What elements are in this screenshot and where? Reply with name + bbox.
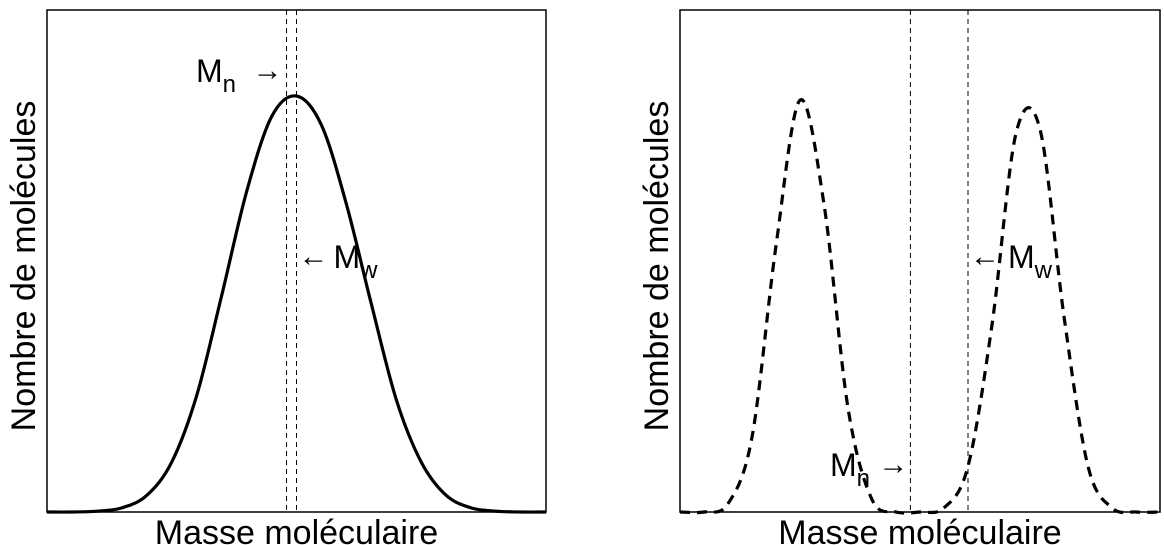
x-axis-label: Masse moléculaire xyxy=(778,514,1061,545)
x-axis-label: Masse moléculaire xyxy=(155,514,438,545)
mw-label: Mw xyxy=(1008,239,1053,284)
mn-label: Mn xyxy=(196,53,236,98)
chart-panel-2: Masse moléculaire Nombre de molécules Mn → M… xyxy=(638,9,1161,545)
y-axis-label: Nombre de molécules xyxy=(5,101,43,432)
mn-label: Mn xyxy=(830,447,870,492)
mw-label: Mw xyxy=(334,239,379,284)
mn-arrow: → xyxy=(878,448,908,481)
y-axis-label: Nombre de molécules xyxy=(638,101,676,432)
mw-arrow: ← xyxy=(299,240,329,273)
mn-arrow: → xyxy=(253,54,283,87)
chart-panel-1: Masse moléculaire Nombre de molécules Mn → M… xyxy=(5,9,547,545)
distribution-curve xyxy=(46,94,547,514)
distribution-curve xyxy=(679,98,1161,515)
mw-arrow: ← xyxy=(970,240,1000,273)
